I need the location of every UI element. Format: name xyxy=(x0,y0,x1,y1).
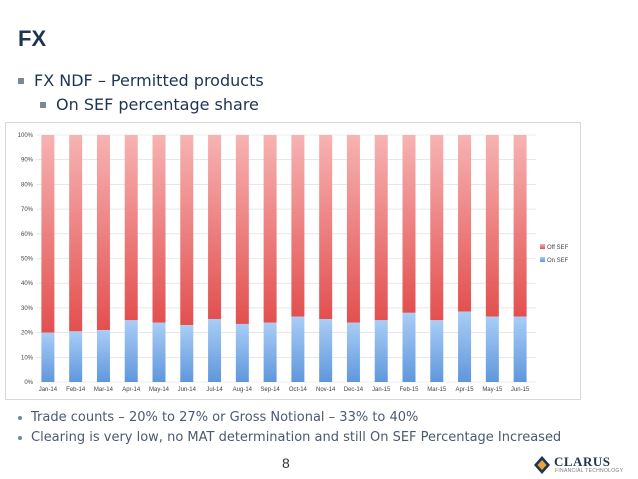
clarus-logo: CLARUS FINANCIAL TECHNOLOGY xyxy=(532,454,632,476)
bullet-1-text: FX NDF – Permitted products xyxy=(34,71,264,90)
x-tick-label: Jan-15 xyxy=(372,387,391,393)
note-text: Clearing is very low, no MAT determinati… xyxy=(31,430,562,445)
x-tick-label: Sep-14 xyxy=(260,387,280,393)
x-tick-label: Nov-14 xyxy=(316,387,336,393)
bar-on-sef xyxy=(96,330,110,382)
x-tick-label: Apr-14 xyxy=(122,387,141,393)
bar-on-sef xyxy=(180,325,194,382)
x-tick-label: Jun-14 xyxy=(178,387,197,393)
bar-on-sef xyxy=(458,311,472,382)
y-tick-label: 100% xyxy=(18,133,34,139)
legend-label: On SEF xyxy=(547,258,569,264)
x-tick-label: Mar-15 xyxy=(427,387,447,393)
y-tick-label: 20% xyxy=(21,331,34,337)
square-bullet-icon xyxy=(18,77,24,84)
x-tick-label: Jun-15 xyxy=(511,387,530,393)
y-tick-label: 10% xyxy=(21,355,34,361)
bar-off-sef xyxy=(180,135,194,326)
legend-label: Off SEF xyxy=(547,245,569,251)
x-tick-label: Jul-14 xyxy=(206,387,223,393)
bar-off-sef xyxy=(208,135,222,320)
bar-on-sef xyxy=(235,323,249,382)
y-tick-label: 80% xyxy=(21,182,34,188)
x-tick-label: Feb-15 xyxy=(399,387,419,393)
bar-on-sef xyxy=(208,319,222,382)
logo-wordmark: CLARUS xyxy=(554,454,611,469)
bar-on-sef xyxy=(124,320,138,382)
bullet-level-1: FX NDF – Permitted products xyxy=(18,71,264,90)
legend-swatch xyxy=(540,244,545,249)
bullet-level-2: On SEF percentage share xyxy=(40,95,259,114)
bar-on-sef xyxy=(41,332,55,382)
bar-off-sef xyxy=(513,135,527,317)
bar-off-sef xyxy=(235,135,249,324)
page-number: 8 xyxy=(282,455,290,471)
x-tick-label: Apr-15 xyxy=(456,387,475,393)
bullet-2-text: On SEF percentage share xyxy=(56,95,259,114)
round-bullet-icon xyxy=(18,415,22,420)
square-bullet-icon xyxy=(40,101,46,108)
x-tick-label: Feb-14 xyxy=(66,387,86,393)
bar-on-sef xyxy=(319,319,333,382)
slide-title: FX xyxy=(18,26,47,51)
bar-off-sef xyxy=(291,135,305,317)
x-tick-label: May-14 xyxy=(149,387,170,393)
y-tick-label: 90% xyxy=(21,158,34,164)
bar-off-sef xyxy=(319,135,333,320)
bar-on-sef xyxy=(374,320,388,382)
bar-off-sef xyxy=(263,135,277,323)
x-tick-label: Jan-14 xyxy=(39,387,58,393)
note-text: Trade counts – 20% to 27% or Gross Notio… xyxy=(31,410,419,425)
x-tick-label: Oct-14 xyxy=(289,387,308,393)
stacked-bar-chart: 0% 10% 20% 30% 40% 50% 60% 70% 80% 90% 100% Jan-14… xyxy=(18,133,569,393)
x-tick-label: Mar-14 xyxy=(94,387,114,393)
bar-on-sef xyxy=(152,322,166,382)
y-tick-label: 70% xyxy=(21,207,34,213)
y-tick-label: 50% xyxy=(21,257,34,263)
bar-off-sef xyxy=(374,135,388,321)
chart-legend: Off SEF On SEF xyxy=(540,244,569,264)
bar-off-sef xyxy=(458,135,472,312)
bar-on-sef xyxy=(263,322,277,382)
y-tick-label: 30% xyxy=(21,306,34,312)
y-tick-label: 60% xyxy=(21,232,34,238)
bar-on-sef xyxy=(485,316,499,382)
bar-on-sef xyxy=(291,316,305,382)
bar-on-sef xyxy=(346,322,360,382)
bar-on-sef xyxy=(430,320,444,382)
bar-off-sef xyxy=(41,135,55,333)
clarus-logo-icon xyxy=(534,456,550,474)
x-tick-label: Aug-14 xyxy=(233,387,253,393)
bar-off-sef xyxy=(124,135,138,321)
y-tick-label: 40% xyxy=(21,281,34,287)
legend-swatch xyxy=(540,257,545,262)
x-tick-label: May-15 xyxy=(482,387,503,393)
note-item: Trade counts – 20% to 27% or Gross Notio… xyxy=(18,410,418,425)
bar-off-sef xyxy=(485,135,499,317)
bar-off-sef xyxy=(346,135,360,323)
logo-tagline: FINANCIAL TECHNOLOGY xyxy=(555,468,624,474)
round-bullet-icon xyxy=(18,435,22,440)
bar-off-sef xyxy=(69,135,83,332)
x-tick-label: Dec-14 xyxy=(344,387,364,393)
note-item: Clearing is very low, no MAT determinati… xyxy=(18,430,561,445)
bar-off-sef xyxy=(152,135,166,323)
bar-off-sef xyxy=(96,135,110,331)
bar-off-sef xyxy=(430,135,444,321)
y-tick-label: 0% xyxy=(24,380,33,386)
bar-off-sef xyxy=(402,135,416,313)
chart-frame: 0% 10% 20% 30% 40% 50% 60% 70% 80% 90% 100% Jan-14… xyxy=(5,122,581,400)
bar-on-sef xyxy=(69,331,83,382)
bar-on-sef xyxy=(402,312,416,382)
bar-on-sef xyxy=(513,316,527,382)
